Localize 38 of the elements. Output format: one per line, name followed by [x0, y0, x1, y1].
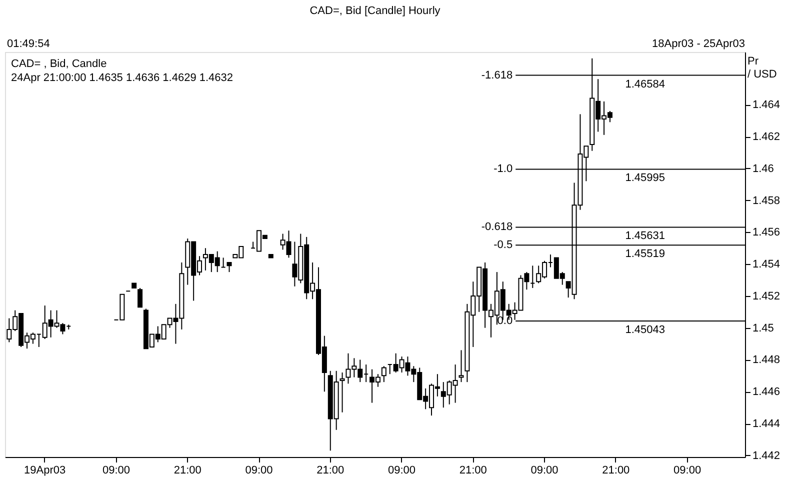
y-tick-label: 1.462 — [752, 131, 780, 144]
y-tick-label: 1.454 — [752, 258, 780, 271]
ref-line-label: 1.45043 — [625, 324, 665, 336]
annotation: 24Apr 21:00:00 1.4635 1.4636 1.4629 1.4632 — [11, 72, 234, 84]
y-tick-label: 1.444 — [752, 418, 780, 430]
y-tick-label: 1.464 — [752, 99, 780, 112]
x-tick-label: 21:00 — [602, 464, 630, 476]
y-tick-label: 1.448 — [752, 354, 780, 366]
x-tick-label: 21:00 — [316, 464, 344, 476]
y-axis-title: Pr / USD — [748, 56, 777, 80]
text: 18Apr03 - 25Apr03 — [652, 38, 745, 50]
y-tick-label: 1.458 — [752, 194, 780, 207]
y-tick-label: 1.442 — [752, 450, 780, 462]
x-tick-label: 21:00 — [174, 464, 202, 476]
y-tick-label: 1.446 — [752, 386, 780, 398]
x-tick-label: 21:00 — [459, 464, 487, 476]
x-tick-label: 09:00 — [245, 464, 273, 476]
annotation: CAD= , Bid, Candle — [11, 58, 107, 70]
y-tick-label: 1.456 — [752, 226, 780, 239]
ref-line-label: 1.45519 — [625, 248, 665, 260]
annotation: 0.0 — [497, 314, 513, 327]
annotation: -0.5 — [494, 239, 513, 252]
annotation: -1.0 — [494, 163, 513, 176]
y-tick-label: 1.45 — [752, 322, 774, 334]
annotation: -1.618 — [481, 69, 513, 82]
y-tick-label: 1.452 — [752, 290, 780, 302]
x-tick-label: 19Apr03 — [24, 464, 66, 476]
x-tick-label: 09:00 — [530, 464, 558, 476]
ref-line-label: 1.45631 — [625, 230, 665, 242]
x-tick-label: 09:00 — [674, 464, 702, 476]
y-tick-label: 1.46 — [752, 162, 774, 175]
annotation: -0.618 — [481, 221, 513, 234]
x-tick-label: 09:00 — [388, 464, 416, 476]
ref-line-label: 1.46584 — [625, 78, 665, 90]
ref-line-label: 1.45995 — [625, 172, 665, 184]
chart-title: CAD=, Bid [Candle] Hourly — [310, 5, 441, 17]
text: 01:49:54 — [7, 38, 50, 50]
x-tick-label: 09:00 — [102, 464, 130, 476]
